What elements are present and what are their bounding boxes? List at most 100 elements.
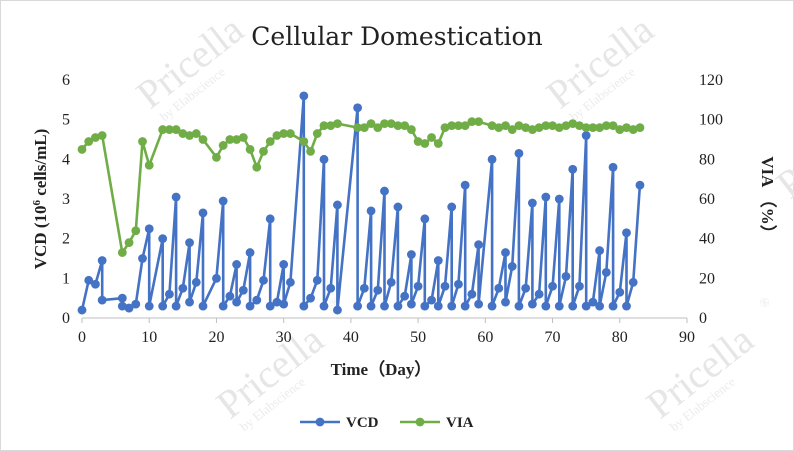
data-point-vcd [117,293,127,303]
data-point-vcd [420,301,430,311]
data-point-vcd [279,299,289,309]
data-point-vcd [232,260,242,269]
data-point-via [440,123,450,132]
data-point-vcd [467,289,477,299]
legend-swatch-marker [315,417,325,427]
data-point-vcd [474,299,484,309]
watermark-registered: ® [656,0,673,1]
data-point-via [561,121,571,131]
data-point-vcd [178,283,188,293]
data-point-via [272,131,282,140]
data-point-vcd [561,271,571,281]
data-point-via [144,160,154,170]
data-point-via [406,125,416,134]
data-point-vcd [622,301,631,311]
data-point-vcd [595,301,605,311]
data-point-via [400,121,410,131]
data-point-vcd [406,250,416,259]
data-point-vcd [628,277,638,287]
data-point-via [306,147,315,156]
data-point-vcd [97,256,107,265]
data-point-via [487,121,497,131]
legend-item-vcd: VCD [300,415,379,431]
watermark-1: Pricella®by Elabscience [538,0,673,124]
legend-swatch-marker [415,417,425,427]
data-point-vcd [272,297,282,307]
data-point-vcd [380,301,389,311]
data-point-via [238,133,248,142]
data-point-via [299,137,309,146]
data-point-vcd [440,281,450,291]
data-point-vcd [494,283,504,293]
data-point-vcd [514,301,524,311]
x-tick-label: 20 [208,329,224,346]
data-point-via [366,119,376,129]
data-point-via [635,123,645,132]
data-point-via [178,129,188,138]
data-point-vcd [588,297,598,307]
data-point-vcd [413,281,423,291]
data-point-vcd [521,283,531,293]
data-point-via [433,139,443,148]
data-point-vcd [527,299,537,309]
data-point-via [252,162,262,172]
data-point-vcd [158,234,168,244]
data-point-via [91,133,100,142]
data-point-via [534,123,544,132]
x-tick-label: 80 [612,329,628,346]
data-point-vcd [306,293,315,303]
data-point-via [171,125,181,134]
watermark-layer: Pricella®by Elabscience Pricella®by Elabs… [128,0,794,434]
y-right-tick-label: 60 [699,191,715,208]
data-point-vcd [554,301,564,311]
x-tick-label: 90 [679,329,695,346]
data-point-vcd [393,301,403,311]
data-point-via [541,121,551,131]
data-point-vcd [333,305,342,315]
data-point-via [447,121,457,131]
data-point-vcd [548,281,557,291]
data-point-via [326,121,336,131]
data-point-vcd [534,289,544,299]
data-point-vcd [218,196,228,206]
data-point-vcd [359,283,369,293]
data-point-via [191,129,201,138]
data-point-via [386,119,396,129]
data-point-via [628,125,638,134]
watermark-3: Pricella®by Elabscience [638,293,773,434]
data-point-via [427,133,436,142]
data-point-vcd [420,214,430,224]
data-point-via [548,121,557,131]
data-point-vcd [568,164,578,174]
data-point-vcd [541,192,551,202]
data-point-vcd [299,91,309,101]
watermark-registered: ® [246,0,263,1]
data-point-vcd [131,299,141,309]
y-axis-left-label-sup: 6 [31,200,43,206]
data-point-via [501,121,510,131]
data-point-vcd [393,202,403,212]
watermark-registered: ® [756,293,773,311]
data-point-vcd [198,208,208,218]
series-layer [77,91,645,315]
x-tick-label: 30 [276,329,292,346]
series-vcd [77,91,645,315]
data-point-vcd [279,260,289,269]
data-point-vcd [138,254,147,263]
data-point-vcd [507,262,517,271]
data-point-via [380,119,389,129]
data-point-via [124,238,134,248]
data-point-vcd [386,277,396,287]
data-point-vcd [622,228,631,238]
data-point-vcd [312,275,322,285]
data-point-vcd [460,301,470,311]
axes: 0 10 20 30 40 50 60 70 80 90012345602040608010012… [62,72,723,346]
data-point-via [494,123,504,132]
data-point-via [359,123,369,132]
data-point-via [413,137,423,146]
x-tick-label: 10 [141,329,157,346]
data-point-vcd [299,301,309,311]
data-point-vcd [433,301,443,311]
data-point-via [514,121,524,131]
